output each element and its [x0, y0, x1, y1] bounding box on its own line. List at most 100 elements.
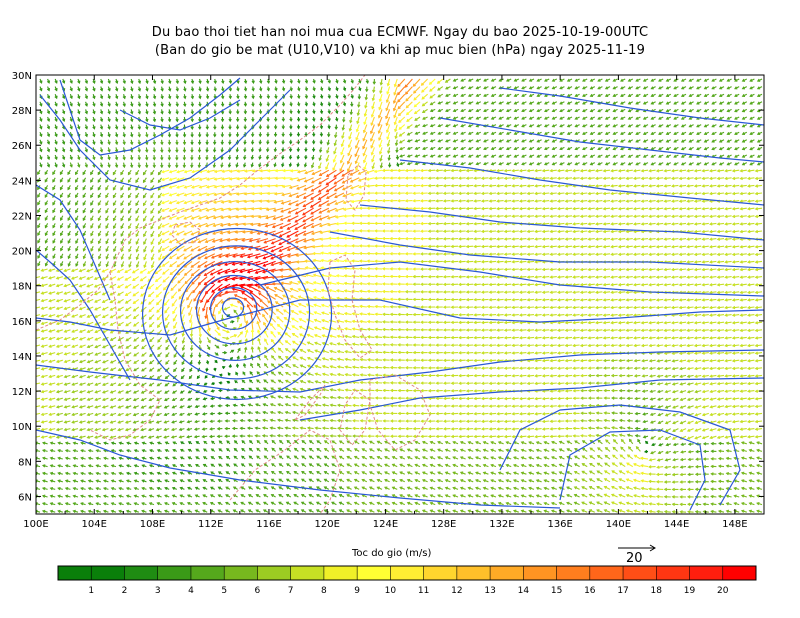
wind-vector: [703, 86, 710, 90]
wind-vector: [749, 93, 755, 98]
wind-vector: [437, 101, 444, 105]
wind-vector: [726, 86, 732, 90]
wind-vector: [258, 109, 263, 115]
wind-vector: [393, 78, 398, 88]
wind-vector: [115, 94, 119, 100]
wind-vector: [378, 94, 383, 103]
wind-vector: [297, 94, 301, 100]
wind-vector: [688, 86, 694, 90]
wind-vector: [183, 101, 187, 108]
wind-vector: [54, 109, 58, 115]
wind-vector: [92, 86, 96, 92]
wind-vector: [115, 86, 119, 92]
wind-vector: [490, 101, 497, 105]
wind-vector: [130, 94, 134, 100]
wind-vector: [69, 101, 73, 107]
wind-vector: [680, 78, 687, 82]
wind-vector: [304, 86, 309, 92]
wind-vector: [574, 86, 580, 90]
wind-vector: [297, 86, 301, 92]
wind-vector: [130, 86, 134, 92]
wind-vector: [582, 93, 588, 97]
wind-vector: [243, 109, 248, 115]
wind-vector: [673, 86, 679, 90]
wind-vector: [749, 86, 755, 90]
wind-vector: [460, 86, 466, 90]
wind-vector: [46, 109, 51, 115]
wind-vector: [236, 94, 240, 100]
wind-vector: [175, 86, 179, 92]
wind-vector: [756, 101, 763, 105]
wind-vector: [39, 86, 43, 92]
wind-vector: [513, 93, 520, 97]
wind-vector: [198, 94, 202, 100]
wind-vector: [421, 93, 428, 100]
wind-vector: [397, 93, 406, 103]
wind-vector: [428, 78, 436, 85]
wind-vector: [304, 101, 309, 107]
wind-vector: [122, 94, 126, 100]
wind-vector: [421, 86, 428, 93]
wind-vector: [137, 78, 142, 85]
wind-vector: [642, 86, 649, 90]
wind-vector: [627, 86, 634, 90]
wind-vector: [589, 93, 596, 97]
wind-vector: [404, 86, 413, 95]
wind-vector: [397, 101, 406, 110]
wind-vector: [84, 101, 89, 107]
wind-vector: [213, 86, 217, 92]
wind-vector: [749, 78, 755, 82]
wind-vector: [620, 78, 626, 82]
wind-vector: [77, 101, 81, 107]
wind-vector: [756, 93, 763, 98]
wind-vector: [386, 78, 391, 87]
wind-vector: [319, 101, 324, 107]
wind-vector: [444, 78, 451, 83]
wind-vector: [274, 109, 278, 115]
wind-vector: [54, 101, 58, 107]
map-background: [36, 75, 764, 514]
wind-vector: [483, 86, 489, 90]
wind-vector: [281, 86, 286, 92]
wind-vector: [620, 93, 626, 97]
wind-vector: [251, 109, 255, 115]
wind-vector: [505, 101, 512, 105]
wind-vector: [205, 78, 210, 85]
wind-vector: [227, 372, 231, 376]
wind-vector: [203, 382, 208, 386]
wind-vector: [543, 101, 550, 105]
wind-vector: [228, 86, 233, 92]
wind-vector: [137, 101, 142, 107]
wind-vector: [62, 109, 66, 115]
wind-vector: [99, 101, 104, 107]
wind-vector: [703, 101, 710, 105]
wind-vector: [62, 101, 66, 107]
wind-vector: [673, 78, 679, 82]
wind-vector: [99, 86, 104, 92]
wind-vector: [378, 101, 383, 111]
wind-vector: [437, 86, 444, 91]
wind-vector: [221, 94, 225, 100]
wind-vector: [475, 78, 482, 82]
wind-vector: [312, 86, 316, 92]
wind-vector: [665, 101, 672, 105]
wind-vector: [46, 78, 51, 84]
wind-vector: [190, 101, 195, 108]
wind-vector: [379, 78, 383, 86]
wind-vector: [475, 101, 482, 105]
wind-vector: [726, 78, 732, 82]
wind-vector: [236, 109, 240, 115]
wind-vector: [204, 375, 208, 379]
wind-vector: [372, 86, 376, 94]
wind-vector: [521, 101, 527, 105]
wind-vector: [77, 109, 81, 115]
wind-vector: [198, 78, 202, 85]
wind-vector: [198, 86, 202, 92]
wind-vector: [358, 78, 362, 84]
wind-vector: [190, 86, 195, 92]
wind-vector: [107, 101, 111, 107]
wind-vector: [642, 78, 649, 82]
wind-vector: [597, 78, 603, 82]
wind-vector: [107, 78, 111, 85]
wind-vector: [513, 86, 520, 90]
